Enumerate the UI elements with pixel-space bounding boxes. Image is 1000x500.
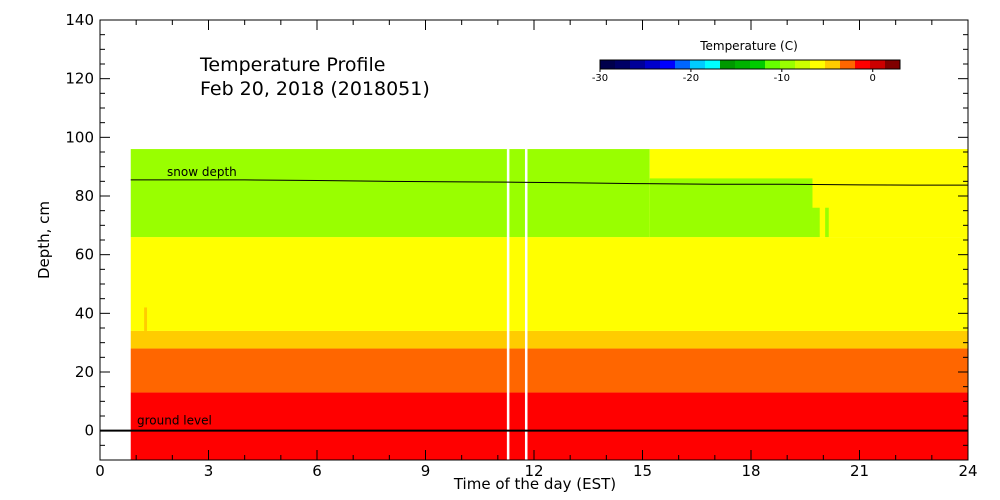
y-tick-label: 120 — [65, 70, 94, 88]
colorbar-tick-label: -30 — [592, 73, 608, 84]
colorbar-swatch — [690, 60, 706, 69]
x-tick-label: 0 — [95, 462, 105, 480]
heatmap-cell — [825, 207, 829, 238]
heatmap-cell — [524, 149, 528, 461]
x-tick-label: 21 — [850, 462, 869, 480]
colorbar-frame — [599, 59, 901, 70]
chart-title-line-1: Temperature Profile — [199, 54, 385, 76]
colorbar-swatch — [750, 60, 766, 69]
heatmap-cell — [812, 207, 820, 238]
x-tick-label: 12 — [524, 462, 543, 480]
x-tick-label: 6 — [312, 462, 322, 480]
colorbar-swatch — [660, 60, 676, 69]
reference-lines: snow depth ground level — [100, 165, 968, 432]
colorbar-swatch — [630, 60, 646, 69]
axis-tick-labels: 0 3 6 9 12 15 18 21 24 0 20 40 60 80 100 120 140 — [65, 11, 977, 480]
colorbar-swatch — [765, 60, 781, 69]
colorbar-tick-label: -10 — [774, 73, 790, 84]
axis-ticks — [99, 19, 969, 461]
y-tick-label: 20 — [75, 363, 94, 381]
colorbar-swatch — [795, 60, 811, 69]
colorbar-tick-label: 0 — [870, 73, 876, 84]
y-tick-label: 80 — [75, 187, 94, 205]
colorbar-swatches — [600, 60, 901, 69]
y-tick-label: 0 — [84, 422, 94, 440]
x-axis-label: Time of the day (EST) — [453, 475, 616, 493]
y-tick-label: 140 — [65, 11, 94, 29]
colorbar-swatch — [825, 60, 841, 69]
colorbar-tick-label: -20 — [683, 73, 699, 84]
y-tick-label: 100 — [65, 128, 94, 146]
chart-title-line-2: Feb 20, 2018 (2018051) — [200, 78, 430, 100]
heatmap-cell — [130, 330, 968, 349]
heatmap-cell — [130, 348, 968, 393]
colorbar-swatch — [855, 60, 871, 69]
heatmap-cell — [144, 307, 148, 331]
heatmap-cell — [506, 149, 510, 461]
y-tick-label: 60 — [75, 246, 94, 264]
x-tick-label: 15 — [633, 462, 652, 480]
y-axis-label: Depth, cm — [35, 201, 53, 279]
colorbar-title: Temperature (C) — [699, 39, 798, 53]
ground-level-label: ground level — [137, 414, 212, 428]
x-tick-label: 3 — [204, 462, 214, 480]
snow-depth-line — [130, 179, 968, 186]
colorbar-swatch — [675, 60, 691, 69]
colorbar-swatch — [720, 60, 736, 69]
x-tick-label: 9 — [421, 462, 431, 480]
snow-depth-label: snow depth — [167, 165, 237, 179]
colorbar-swatch — [885, 60, 901, 69]
colorbar-swatch — [810, 60, 826, 69]
colorbar-swatch — [600, 60, 616, 69]
y-tick-label: 40 — [75, 304, 94, 322]
heatmap-cell — [130, 237, 968, 331]
heatmap-cell — [130, 392, 968, 460]
heatmap-cell — [130, 149, 650, 238]
colorbar-swatch — [705, 60, 721, 69]
colorbar-swatch — [870, 60, 886, 69]
colorbar-swatch — [735, 60, 751, 69]
heatmap-cells — [130, 149, 968, 461]
heatmap-cell — [649, 178, 813, 238]
x-tick-label: 18 — [741, 462, 760, 480]
colorbar-ticks: -30 -20 -10 0 — [592, 69, 876, 84]
colorbar-swatch — [645, 60, 661, 69]
colorbar-swatch — [615, 60, 631, 69]
colorbar: Temperature (C) -30 -20 -10 0 — [592, 39, 901, 84]
x-tick-label: 24 — [958, 462, 977, 480]
colorbar-swatch — [780, 60, 796, 69]
colorbar-swatch — [840, 60, 856, 69]
